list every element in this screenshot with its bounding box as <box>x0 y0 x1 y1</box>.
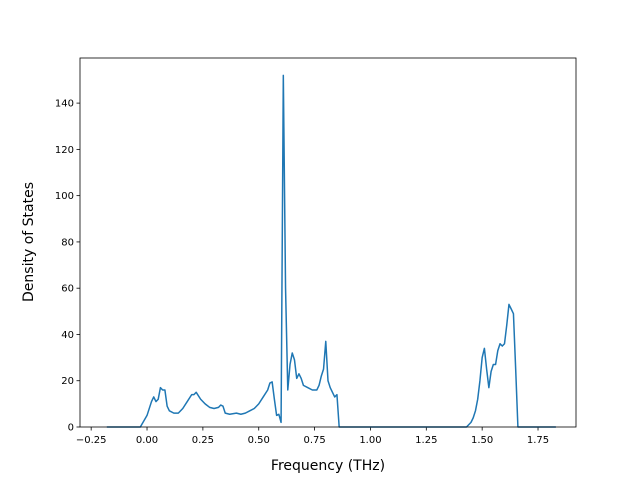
x-tick-label: 0.50 <box>248 435 270 446</box>
x-tick-label: −0.25 <box>76 435 107 446</box>
y-axis-label: Density of States <box>21 182 37 302</box>
y-tick-label: 40 <box>61 330 74 341</box>
y-tick-label: 120 <box>55 145 74 156</box>
x-tick-label: 0.00 <box>136 435 158 446</box>
x-axis-label: Frequency (THz) <box>271 458 385 474</box>
y-tick-label: 100 <box>55 191 74 202</box>
x-tick-label: 0.75 <box>303 435 325 446</box>
x-tick-label: 1.00 <box>359 435 381 446</box>
line-series <box>106 74 556 428</box>
y-tick-label: 140 <box>55 99 74 110</box>
y-tick-label: 20 <box>61 376 74 387</box>
y-tick-label: 60 <box>61 284 74 295</box>
plot-frame <box>79 57 577 428</box>
x-tick-label: 1.25 <box>415 435 437 446</box>
x-tick-label: 1.75 <box>527 435 549 446</box>
y-tick-label: 0 <box>68 423 74 434</box>
x-tick-label: 0.25 <box>192 435 214 446</box>
x-tick-label: 1.50 <box>471 435 493 446</box>
y-tick-label: 80 <box>61 237 74 248</box>
